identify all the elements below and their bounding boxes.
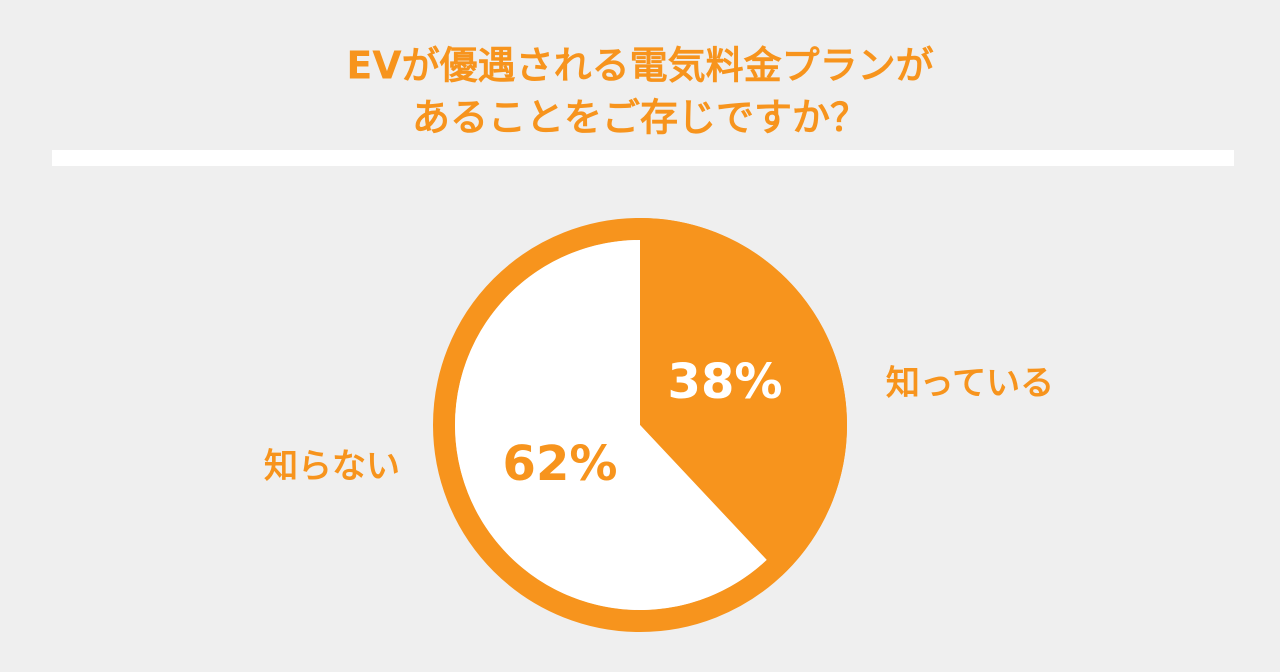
category-label: 知らない: [264, 447, 400, 487]
pie-slice: [640, 218, 847, 576]
value-label: 62%: [503, 436, 618, 492]
category-label: 知っている: [886, 364, 1054, 404]
pie-slice: [454, 240, 767, 610]
value-label: 38%: [668, 354, 783, 410]
divider: [52, 150, 1234, 166]
chart-title: EVが優遇される電気料金プランが: [346, 44, 933, 88]
chart-title: あることをご存じですか？: [412, 96, 868, 140]
